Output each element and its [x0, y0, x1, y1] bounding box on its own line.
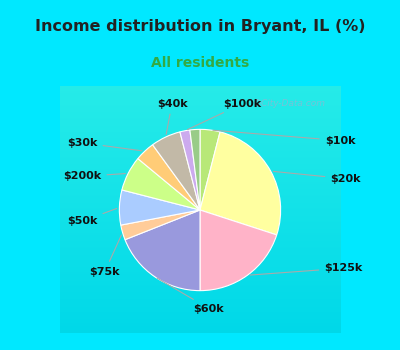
Text: $50k: $50k: [67, 209, 117, 226]
Text: $100k: $100k: [188, 99, 262, 130]
Text: ©City-Data.com: ©City-Data.com: [253, 99, 326, 108]
Wedge shape: [119, 190, 200, 225]
Text: $40k: $40k: [157, 99, 187, 134]
Wedge shape: [153, 132, 200, 210]
Text: $60k: $60k: [157, 278, 224, 314]
Wedge shape: [138, 145, 200, 210]
Text: Income distribution in Bryant, IL (%): Income distribution in Bryant, IL (%): [35, 20, 365, 34]
Wedge shape: [200, 210, 277, 290]
Wedge shape: [200, 130, 220, 210]
Wedge shape: [190, 130, 200, 210]
Text: All residents: All residents: [151, 56, 249, 70]
Text: $10k: $10k: [213, 130, 355, 146]
Text: $125k: $125k: [250, 263, 362, 275]
Wedge shape: [122, 159, 200, 210]
Wedge shape: [200, 132, 281, 235]
Text: $200k: $200k: [63, 172, 125, 181]
Wedge shape: [121, 210, 200, 240]
Text: $30k: $30k: [67, 138, 142, 151]
Wedge shape: [125, 210, 200, 290]
Text: $75k: $75k: [90, 235, 122, 276]
Wedge shape: [180, 130, 200, 210]
Text: $20k: $20k: [274, 172, 361, 184]
